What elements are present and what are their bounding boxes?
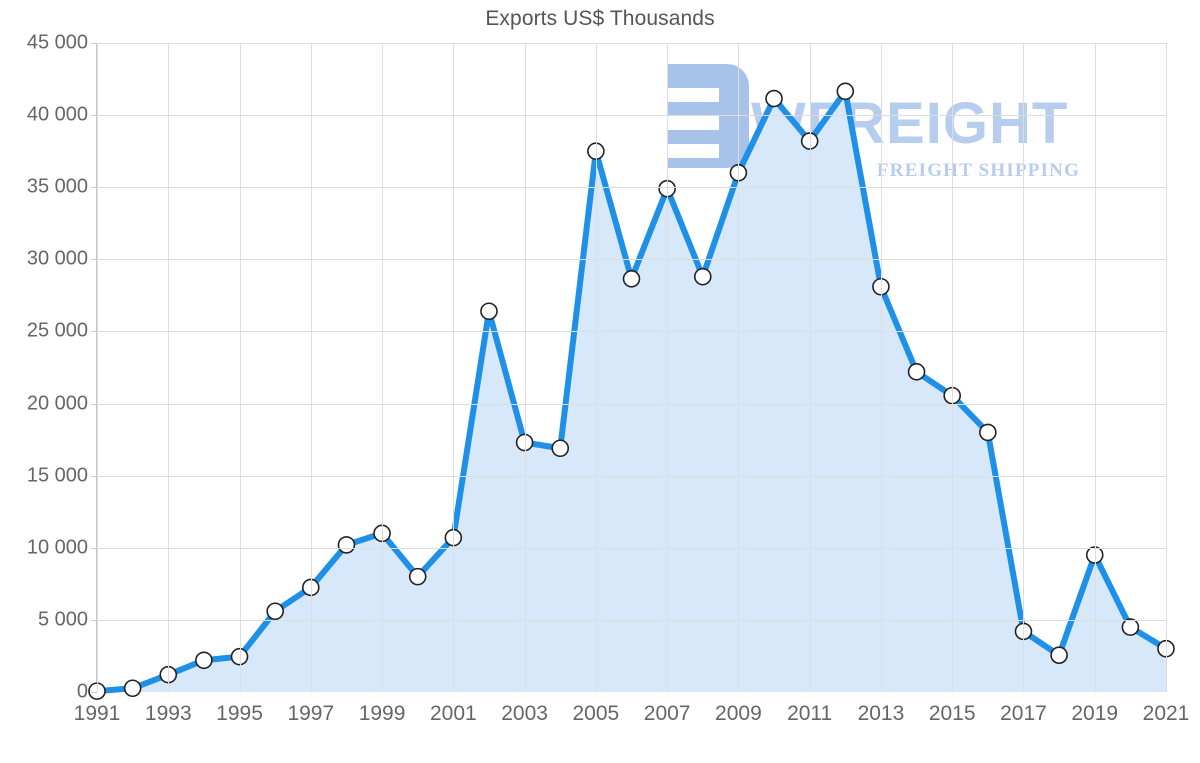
series-area-fill [97, 91, 1166, 692]
gridline-vertical [880, 43, 882, 692]
gridline-horizontal [97, 475, 1166, 477]
x-axis-label: 2017 [1000, 702, 1047, 725]
gridline-vertical [1023, 43, 1025, 692]
data-point-marker [551, 439, 570, 458]
x-axis-label: 2021 [1142, 702, 1190, 725]
x-axis-label: 2001 [429, 702, 477, 725]
gridline-horizontal [97, 331, 1166, 333]
gridline-horizontal [97, 259, 1166, 261]
x-axis-label: 2003 [501, 702, 548, 725]
y-axis-tick [91, 692, 97, 693]
gridline-vertical [239, 43, 241, 692]
y-axis-tick [91, 547, 97, 549]
y-axis-label: 40 000 [26, 103, 88, 126]
gridline-vertical [809, 43, 811, 692]
gridline-vertical [738, 43, 740, 692]
gridline-vertical [1094, 43, 1096, 692]
y-axis-label: 45 000 [26, 31, 88, 54]
x-axis-label: 1993 [144, 702, 192, 725]
x-axis-label: 2015 [928, 702, 976, 725]
y-axis-tick [91, 187, 97, 189]
x-axis-label: 1995 [216, 702, 263, 725]
gridline-vertical [1166, 43, 1167, 692]
gridline-vertical [97, 43, 98, 692]
y-axis-tick [91, 475, 97, 477]
gridline-horizontal [97, 43, 1166, 44]
data-point-marker [693, 267, 712, 286]
y-axis-label: 0 [76, 680, 88, 703]
data-point-marker [836, 82, 855, 101]
plot-area [88, 43, 1175, 700]
y-axis-label: 15 000 [26, 464, 88, 487]
gridline-vertical [382, 43, 384, 692]
y-axis-label: 20 000 [26, 392, 88, 415]
gridline-vertical [667, 43, 669, 692]
data-point-marker [266, 602, 284, 621]
gridline-vertical [595, 43, 597, 692]
x-axis-label: 2009 [715, 702, 762, 725]
data-point-marker [765, 89, 783, 108]
x-axis-label: 2019 [1071, 702, 1119, 725]
y-axis-line [96, 43, 97, 692]
data-point-marker [123, 679, 142, 698]
chart-title: Exports US$ Thousands [485, 7, 715, 30]
gridline-horizontal [97, 187, 1166, 189]
x-axis-label: 2005 [572, 702, 620, 725]
data-point-marker [1050, 646, 1068, 665]
y-axis-label: 30 000 [26, 247, 88, 270]
x-axis-label: 1991 [73, 702, 121, 725]
data-point-marker [337, 536, 356, 554]
y-axis-tick [91, 259, 97, 261]
exports-series [88, 82, 1175, 700]
gridline-horizontal [97, 115, 1166, 117]
data-point-marker [622, 270, 641, 288]
data-point-marker [907, 363, 926, 381]
data-point-marker [979, 423, 997, 442]
x-axis-label: 2013 [857, 702, 905, 725]
y-axis-label: 5 000 [37, 608, 88, 631]
x-axis-label: 2011 [787, 702, 833, 725]
y-axis-label: 35 000 [26, 175, 88, 198]
gridline-vertical [453, 43, 455, 692]
gridline-vertical [524, 43, 526, 692]
gridline-vertical [168, 43, 170, 692]
y-axis-tick [91, 403, 97, 405]
data-point-marker [1121, 618, 1140, 636]
y-axis-tick [91, 331, 97, 333]
gridline-vertical [952, 43, 954, 692]
data-point-marker [230, 647, 249, 666]
gridline-horizontal [97, 619, 1166, 621]
x-axis-label: 1999 [358, 702, 406, 725]
data-point-marker [195, 651, 213, 670]
y-axis-label: 25 000 [26, 319, 88, 342]
y-axis-label: 10 000 [26, 536, 88, 559]
gridline-horizontal [97, 547, 1166, 549]
y-axis-tick [91, 43, 97, 44]
y-axis-tick [91, 115, 97, 117]
x-axis-label: 2007 [643, 702, 691, 725]
x-axis-label: 1997 [287, 702, 335, 725]
data-point-marker [480, 302, 498, 321]
gridline-horizontal [97, 403, 1166, 405]
data-point-marker [408, 567, 427, 586]
y-axis-tick [91, 619, 97, 621]
gridline-vertical [310, 43, 312, 692]
